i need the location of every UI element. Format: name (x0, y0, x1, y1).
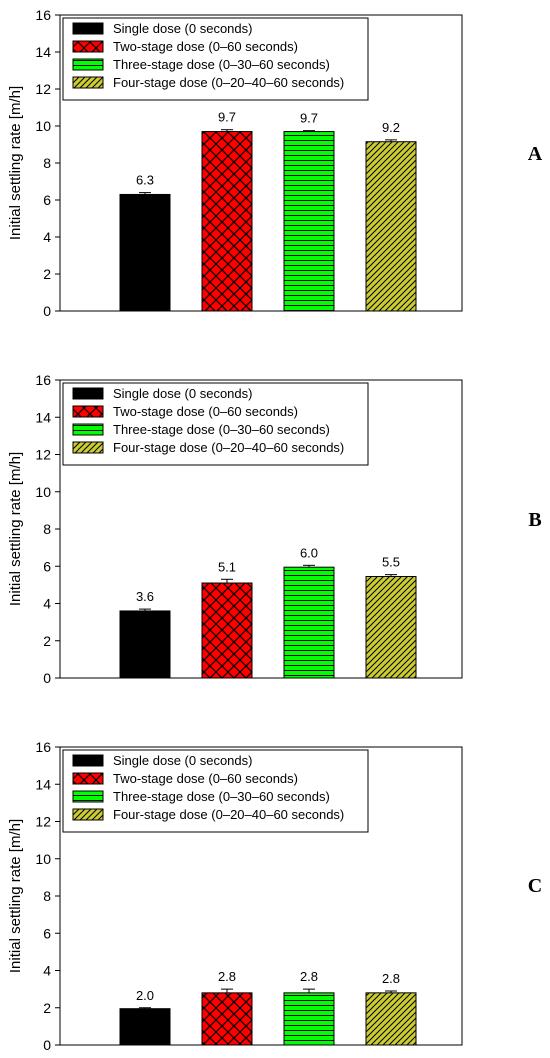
y-tick-label: 8 (43, 155, 51, 171)
legend-label: Four-stage dose (0–20–40–60 seconds) (113, 807, 344, 822)
y-tick-label: 12 (35, 447, 51, 463)
legend-swatch (72, 76, 104, 89)
legend-swatch (72, 405, 104, 418)
chart-panel-a: 0 2 4 6 8 10 12 14 16 Initial settling rate [m/h]… (7, 7, 543, 319)
panel-letter: B (528, 509, 541, 531)
bar-3 (283, 566, 335, 679)
data-label: 5.5 (382, 555, 400, 570)
y-tick-label: 4 (43, 596, 51, 612)
legend-swatch (72, 772, 104, 785)
data-label: 2.8 (218, 969, 236, 984)
y-tick-label: 0 (43, 303, 51, 319)
bar-4 (365, 575, 417, 679)
legend: Single dose (0 seconds) Two-stage dose (0… (62, 749, 369, 833)
chart-panel-b: 0 2 4 6 8 10 12 14 16 Initial settling rate [m/h]… (7, 372, 542, 686)
y-tick-label: 8 (43, 521, 51, 537)
chart-panel-c: 0 2 4 6 8 10 12 14 16 Initial settling rate [m/h]… (7, 739, 542, 1053)
y-tick-label: 12 (35, 814, 51, 830)
data-label: 9.7 (218, 110, 236, 125)
y-axis-label: Initial settling rate [m/h] (7, 86, 24, 240)
y-axis-label: Initial settling rate [m/h] (7, 452, 24, 606)
y-tick-label: 14 (35, 776, 51, 792)
y-tick-label: 16 (35, 739, 51, 755)
bar-2 (201, 582, 253, 679)
y-tick-label: 8 (43, 888, 51, 904)
data-label: 3.6 (136, 589, 154, 604)
y-tick-label: 10 (35, 118, 51, 134)
legend-swatch (72, 754, 104, 767)
bar-2 (201, 131, 253, 312)
legend-swatch (72, 441, 104, 454)
y-tick-label: 10 (35, 484, 51, 500)
legend-label: Four-stage dose (0–20–40–60 seconds) (113, 440, 344, 455)
legend-label: Two-stage dose (0–60 seconds) (113, 771, 298, 786)
legend: Single dose (0 seconds) Two-stage dose (0… (62, 17, 369, 101)
y-tick-label: 16 (35, 7, 51, 23)
data-label: 6.3 (136, 173, 154, 188)
data-label: 5.1 (218, 559, 236, 574)
y-tick-label: 6 (43, 558, 51, 574)
y-tick-label: 2 (43, 1000, 51, 1016)
bar-4 (365, 141, 417, 312)
legend-label: Two-stage dose (0–60 seconds) (113, 404, 298, 419)
y-tick-label: 10 (35, 851, 51, 867)
bar-1 (119, 610, 171, 679)
legend-label: Three-stage dose (0–30–60 seconds) (113, 57, 330, 72)
data-label: 2.8 (300, 969, 318, 984)
bar-3 (283, 992, 335, 1046)
data-label: 6.0 (300, 545, 318, 560)
legend-label: Three-stage dose (0–30–60 seconds) (113, 789, 330, 804)
legend-label: Single dose (0 seconds) (113, 21, 252, 36)
legend-label: Single dose (0 seconds) (113, 753, 252, 768)
y-axis-label: Initial settling rate [m/h] (7, 819, 24, 973)
legend-label: Single dose (0 seconds) (113, 386, 252, 401)
legend-swatch (72, 790, 104, 803)
data-label: 9.2 (382, 120, 400, 135)
y-tick-label: 14 (35, 409, 51, 425)
legend-swatch (72, 423, 104, 436)
bar-3 (283, 131, 335, 312)
legend-swatch (72, 387, 104, 400)
y-tick-label: 4 (43, 229, 51, 245)
bar-1 (119, 1008, 171, 1046)
panel-letter: C (528, 875, 542, 897)
legend: Single dose (0 seconds) Two-stage dose (0… (62, 382, 369, 466)
legend-swatch (72, 58, 104, 71)
bar-1 (119, 193, 171, 312)
y-tick-label: 14 (35, 44, 51, 60)
legend-label: Four-stage dose (0–20–40–60 seconds) (113, 75, 344, 90)
y-tick-label: 16 (35, 372, 51, 388)
legend-swatch (72, 40, 104, 53)
legend-box (62, 17, 369, 101)
y-tick-label: 6 (43, 925, 51, 941)
y-tick-label: 2 (43, 266, 51, 282)
bar-2 (201, 992, 253, 1046)
y-tick-label: 12 (35, 81, 51, 97)
data-label: 2.8 (382, 971, 400, 986)
legend-swatch (72, 22, 104, 35)
y-tick-label: 4 (43, 963, 51, 979)
legend-box (62, 382, 369, 466)
panel-letter: A (528, 143, 543, 165)
y-tick-label: 6 (43, 192, 51, 208)
legend-box (62, 749, 369, 833)
bar-4 (365, 992, 417, 1046)
y-tick-label: 0 (43, 1037, 51, 1053)
y-tick-label: 0 (43, 670, 51, 686)
y-tick-label: 2 (43, 633, 51, 649)
data-label: 2.0 (136, 988, 154, 1003)
legend-label: Three-stage dose (0–30–60 seconds) (113, 422, 330, 437)
legend-swatch (72, 808, 104, 821)
data-label: 9.7 (300, 111, 318, 126)
legend-label: Two-stage dose (0–60 seconds) (113, 39, 298, 54)
